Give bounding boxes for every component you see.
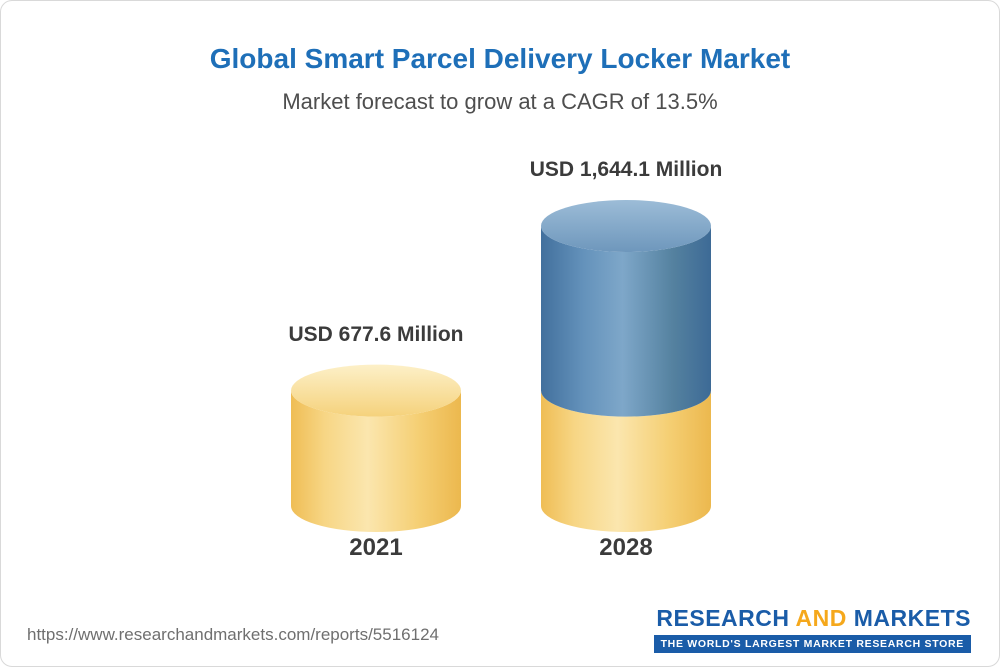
- report-url-link[interactable]: https://www.researchandmarkets.com/repor…: [27, 625, 439, 644]
- axis-label-2021: 2021: [349, 534, 403, 561]
- logo-word-markets: MARKETS: [853, 605, 971, 631]
- axis-label-2028: 2028: [599, 534, 653, 561]
- chart-subtitle: Market forecast to grow at a CAGR of 13.…: [282, 89, 718, 114]
- logo-tagline: THE WORLD'S LARGEST MARKET RESEARCH STOR…: [653, 635, 971, 653]
- cylinder-bars: [291, 200, 711, 532]
- logo-wordmark: RESEARCH AND MARKETS: [654, 605, 971, 632]
- logo-word-and: AND: [795, 605, 847, 631]
- logo-word-research: RESEARCH: [656, 605, 790, 631]
- research-and-markets-logo[interactable]: RESEARCH AND MARKETS THE WORLD'S LARGEST…: [653, 605, 971, 653]
- value-label-2028: USD 1,644.1 Million: [529, 158, 723, 181]
- chart-title: Global Smart Parcel Delivery Locker Mark…: [209, 43, 791, 74]
- value-label-2021: USD 677.6 Million: [288, 322, 464, 346]
